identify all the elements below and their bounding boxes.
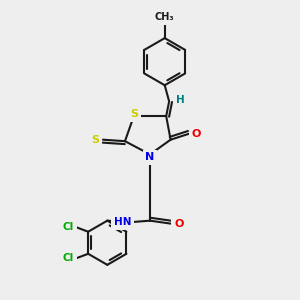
Text: O: O — [174, 219, 184, 229]
Text: O: O — [191, 129, 201, 139]
Text: Cl: Cl — [63, 253, 74, 263]
Text: S: S — [130, 109, 138, 119]
Text: N: N — [146, 152, 154, 162]
Text: H: H — [176, 95, 185, 105]
Text: Cl: Cl — [63, 222, 74, 232]
Text: HN: HN — [114, 217, 131, 227]
Text: S: S — [92, 135, 100, 145]
Text: CH₃: CH₃ — [155, 13, 175, 22]
